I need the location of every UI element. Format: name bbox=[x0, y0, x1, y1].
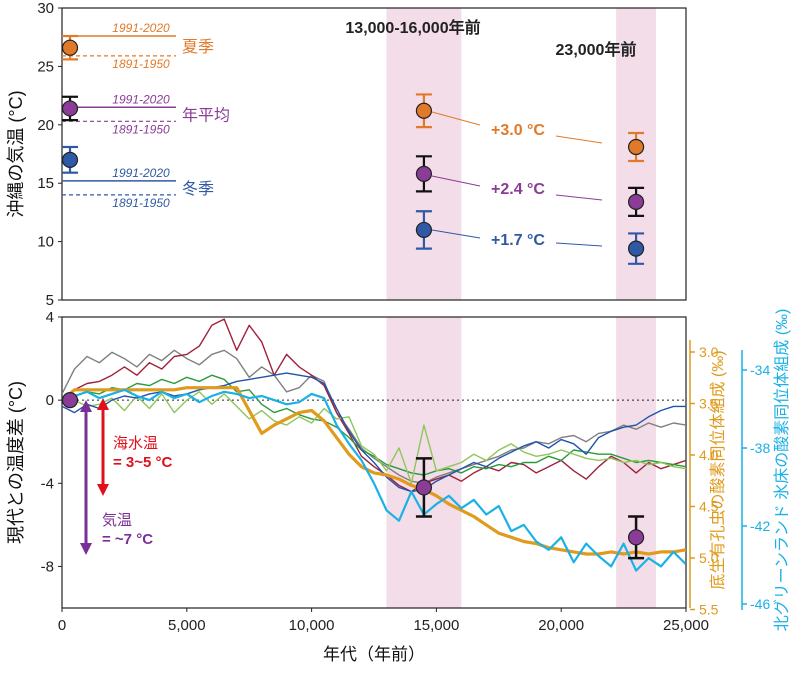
proxy-series-line bbox=[62, 318, 686, 493]
period-1891-1950-label: 1891-1950 bbox=[112, 57, 170, 71]
data-point-winter bbox=[627, 240, 645, 257]
plot-frame-bottom bbox=[61, 316, 687, 609]
right-axis-2-label: 北グリーンランド 氷床の酸素同位体組成 (‰) bbox=[773, 309, 791, 632]
season-label: 夏季 bbox=[182, 38, 214, 56]
warming-annotation: +2.4 °C bbox=[491, 181, 545, 198]
proxy-lines-group bbox=[62, 318, 686, 572]
period-1991-2020-label: 1991-2020 bbox=[112, 92, 170, 106]
right-axis-2-tick-label: -38 bbox=[750, 440, 770, 456]
y-tick-label: 20 bbox=[37, 117, 54, 134]
y-axis-label: 現代との温度差 (°C) bbox=[6, 381, 26, 544]
season-label: 年平均 bbox=[182, 106, 230, 124]
plot-frame-top bbox=[61, 7, 687, 301]
y-tick-label: -8 bbox=[41, 558, 54, 575]
period-1891-1950-label: 1891-1950 bbox=[112, 196, 170, 210]
data-point-winter bbox=[415, 221, 433, 239]
warming-annotation: +3.0 °C bbox=[491, 122, 545, 139]
sea-temp-annotation: 海水温 bbox=[113, 435, 158, 452]
data-point-annual bbox=[415, 165, 433, 182]
proxy-series-line bbox=[62, 388, 686, 572]
x-tick-label: 10,000 bbox=[289, 617, 335, 634]
connector-line bbox=[555, 194, 603, 201]
x-tick-label: 0 bbox=[58, 617, 66, 634]
proxy-series-line bbox=[62, 391, 686, 484]
y-tick-label: -4 bbox=[41, 475, 54, 492]
right-axis-1-label: 底生有孔虫の酸素同位体組成 (‰) bbox=[709, 350, 727, 589]
connector-line bbox=[431, 111, 481, 126]
x-tick-label: 20,000 bbox=[538, 617, 584, 634]
right-axis-1-tick-label: 3.0 bbox=[699, 344, 719, 360]
shaded-period-top bbox=[386, 8, 462, 300]
data-point-winter bbox=[61, 151, 79, 168]
data-point-summer bbox=[61, 39, 79, 56]
connector-line bbox=[555, 135, 603, 144]
connector-line bbox=[555, 242, 603, 247]
proxy-series-line bbox=[62, 349, 686, 484]
connector-line bbox=[431, 229, 481, 239]
right-axis-1-tick-label: 5.0 bbox=[699, 550, 719, 566]
data-point-summer bbox=[415, 102, 433, 119]
right-axis-2-tick-label: -34 bbox=[750, 362, 770, 378]
warming-annotation: +1.7 °C bbox=[491, 232, 545, 249]
air-temp-point bbox=[627, 529, 645, 546]
season-label: 冬季 bbox=[182, 180, 214, 198]
proxy-series-line bbox=[62, 386, 686, 556]
data-point-annual bbox=[61, 100, 79, 117]
data-point-annual bbox=[627, 193, 645, 210]
connector-line bbox=[431, 175, 481, 187]
y-tick-label: 0 bbox=[46, 392, 54, 409]
right-axis-1-tick-label: 5.5 bbox=[699, 602, 719, 618]
period-label: 23,000年前 bbox=[556, 40, 637, 59]
period-1991-2020-label: 1991-2020 bbox=[112, 21, 170, 35]
y-tick-label: 5 bbox=[46, 292, 54, 309]
right-axis-2-tick-label: -42 bbox=[750, 518, 770, 534]
y-tick-label: 30 bbox=[37, 0, 54, 17]
x-tick-label: 25,000 bbox=[663, 617, 709, 634]
period-label: 13,000-16,000年前 bbox=[345, 18, 480, 37]
x-axis-label: 年代（年前） bbox=[323, 645, 425, 664]
air-temp-point bbox=[415, 479, 433, 496]
y-tick-label: 4 bbox=[46, 309, 54, 326]
air-temp-annotation: = ~7 °C bbox=[102, 531, 153, 548]
y-axis-label: 沖縄の気温 (°C) bbox=[6, 90, 26, 217]
sea-temp-annotation: = 3~5 °C bbox=[113, 454, 173, 471]
x-tick-label: 15,000 bbox=[413, 617, 459, 634]
x-tick-label: 5,000 bbox=[168, 617, 206, 634]
right-axis-1-tick-label: 3.5 bbox=[699, 396, 719, 412]
air-temp-point bbox=[61, 392, 79, 409]
air-temp-annotation: 気温 bbox=[102, 512, 132, 529]
period-1891-1950-label: 1891-1950 bbox=[112, 122, 170, 136]
right-axis-1-tick-label: 4.0 bbox=[699, 447, 719, 463]
right-axis-2-tick-label: -46 bbox=[750, 596, 770, 612]
y-tick-label: 25 bbox=[37, 58, 54, 75]
period-1991-2020-label: 1991-2020 bbox=[112, 166, 170, 180]
y-tick-label: 10 bbox=[37, 234, 54, 251]
data-point-summer bbox=[627, 138, 645, 156]
right-axis-1-tick-label: 4.5 bbox=[699, 499, 719, 515]
y-tick-label: 15 bbox=[37, 175, 54, 192]
